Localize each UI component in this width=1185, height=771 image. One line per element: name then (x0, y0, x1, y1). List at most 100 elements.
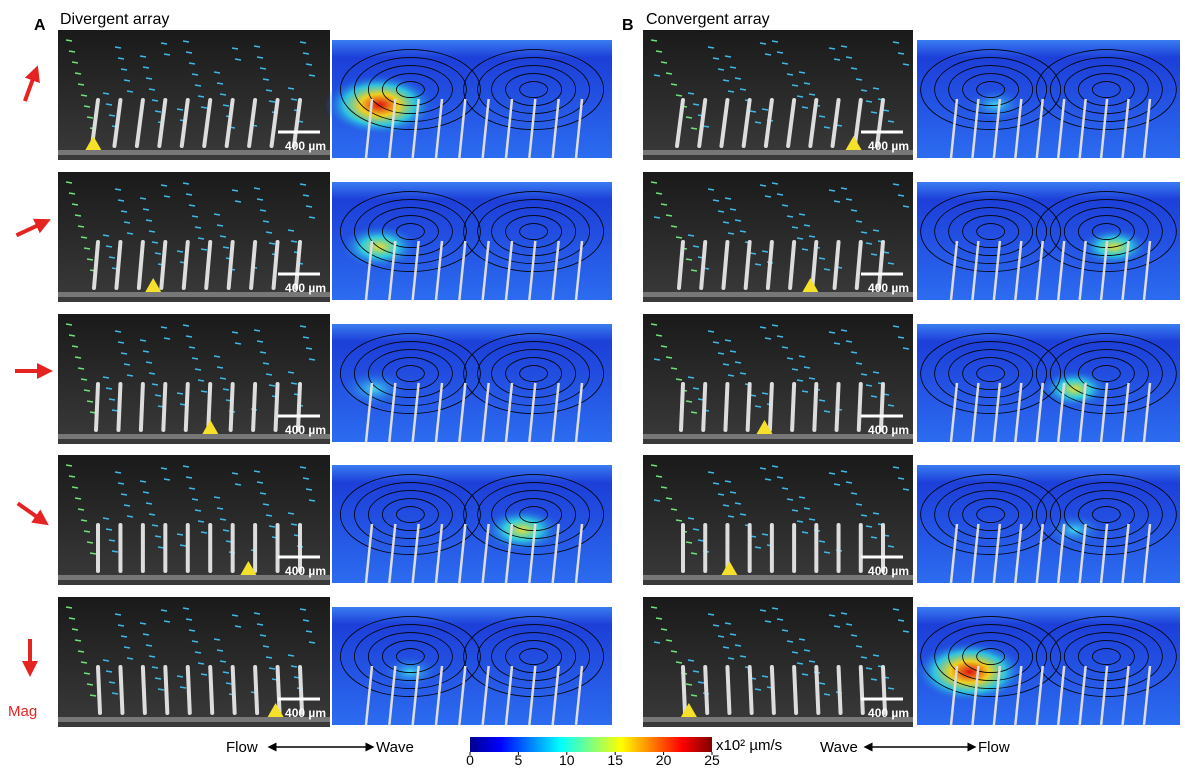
cilium (140, 665, 147, 715)
tracer (176, 675, 184, 678)
cilium-model (388, 665, 397, 726)
tracer (870, 536, 878, 539)
tracer (902, 630, 910, 633)
tracer (151, 666, 159, 669)
tracer (653, 499, 661, 502)
tracer (687, 659, 695, 662)
tracer (892, 466, 900, 469)
tracer (803, 82, 811, 85)
tracer (692, 103, 700, 106)
tracer (675, 661, 683, 664)
tracer (194, 509, 202, 512)
tracer (860, 656, 868, 659)
tracer (749, 252, 757, 255)
tracer (188, 487, 196, 490)
tracer (734, 644, 742, 647)
tracer (902, 63, 910, 66)
tracer (833, 58, 841, 61)
tracer (845, 481, 853, 484)
tracer (160, 42, 168, 45)
tracer (194, 84, 202, 87)
cilium-model (1121, 98, 1130, 159)
tracer (712, 57, 720, 60)
tracer (724, 480, 732, 483)
tracer (687, 517, 695, 520)
tracer (154, 394, 162, 397)
tracer (253, 187, 261, 190)
streamline (1035, 616, 1177, 697)
cilium (183, 382, 190, 432)
tracer (142, 633, 150, 636)
streamline (381, 73, 439, 106)
tracer (687, 234, 695, 237)
tracer (142, 350, 150, 353)
tracer (665, 214, 673, 217)
cilium-model (481, 382, 490, 443)
cilium (251, 382, 258, 432)
streamline (1049, 624, 1163, 689)
tracer (188, 62, 196, 65)
streamline (353, 624, 467, 689)
tracer (840, 329, 848, 332)
tracer (665, 72, 673, 75)
tracer (675, 236, 683, 239)
cilium (877, 240, 885, 290)
streamline (976, 648, 1006, 665)
tracer (786, 357, 794, 360)
tracer (191, 73, 199, 76)
tracer (191, 498, 199, 501)
channel-wall (643, 575, 913, 580)
tracer (690, 127, 698, 130)
tracer (650, 464, 658, 467)
tracer (796, 520, 804, 523)
cilium-model (458, 665, 467, 726)
cilium-model (458, 382, 467, 443)
cilium-model (1099, 240, 1109, 301)
tracer (845, 623, 853, 626)
tracer (108, 114, 116, 117)
streamline (934, 57, 1048, 122)
tracer (702, 125, 710, 128)
tracer (151, 524, 159, 527)
cilium (763, 98, 774, 148)
cilium-model (1014, 665, 1023, 726)
cilium (834, 382, 841, 432)
tracer (65, 323, 73, 326)
streamline (395, 506, 425, 523)
tracer (308, 499, 316, 502)
tracer (655, 617, 663, 620)
tracer (776, 335, 784, 338)
cilium-model (971, 523, 980, 584)
streamline (1035, 49, 1177, 130)
tracer (722, 646, 730, 649)
tracer (268, 242, 276, 245)
tracer (216, 224, 224, 227)
tracer (231, 47, 239, 50)
channel-wall (643, 150, 913, 155)
cilium (699, 240, 708, 290)
tracer (712, 482, 720, 485)
streamline (976, 223, 1006, 240)
cilium-model (434, 98, 444, 159)
tracer (897, 477, 905, 480)
cilium-model (458, 240, 467, 301)
cilium-model (1078, 523, 1087, 584)
tracer (83, 672, 91, 675)
streamline (1091, 648, 1121, 665)
streamline (395, 81, 425, 98)
tracer (754, 546, 762, 549)
tracer (163, 195, 171, 198)
direction-label: Flow (226, 739, 258, 756)
tracer (660, 628, 668, 631)
tracer (660, 61, 668, 64)
cilium-model (1121, 665, 1130, 726)
tracer (216, 507, 224, 510)
cilium (879, 382, 885, 432)
tracer (145, 219, 153, 222)
tracer (194, 226, 202, 229)
tracer (860, 89, 868, 92)
tracer (145, 644, 153, 647)
tracer (665, 497, 673, 500)
cilium-model (971, 240, 980, 301)
